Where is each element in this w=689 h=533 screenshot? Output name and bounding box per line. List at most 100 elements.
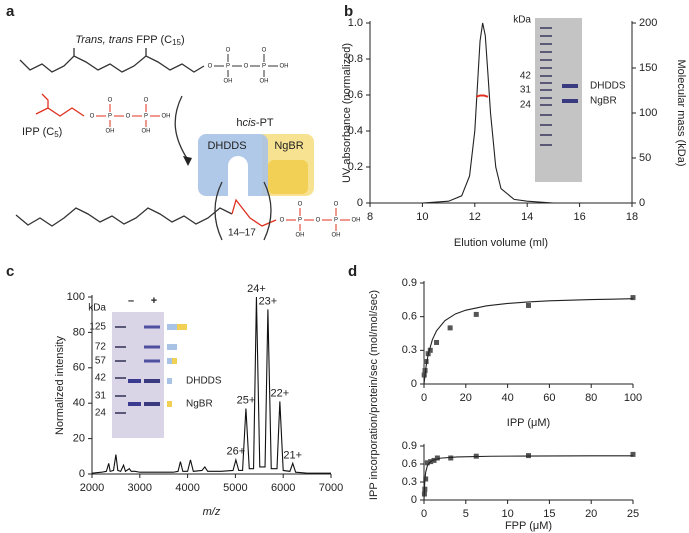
data-point: [423, 359, 429, 365]
label-part: cis: [242, 117, 256, 129]
ladder-band: [540, 144, 552, 146]
label-part: -PT: [256, 117, 274, 129]
repeat-label: 14–17: [228, 228, 256, 239]
atom-label: OH: [260, 79, 269, 85]
diagram: Trans, trans FPP (C15) IPP (C5) hcis-PT …: [15, 34, 314, 241]
dhdds-shape: [198, 134, 268, 196]
ladder-band: [115, 412, 126, 414]
gel-unit: kDa: [513, 15, 531, 26]
diphosphate: O P O OH O P O OH OH: [90, 98, 171, 135]
data-point: [427, 347, 433, 353]
atom-label: O: [144, 98, 149, 104]
x-tick-label: 5: [463, 508, 469, 520]
x-tick-label: 6000: [271, 482, 295, 494]
x-tick-label: 2000: [80, 482, 104, 494]
atom-label: O: [244, 64, 249, 70]
atom-label: O: [126, 114, 131, 120]
y-tick-label: 60: [73, 362, 85, 374]
y2-axis-label: Molecular mass (kDa): [675, 60, 687, 167]
band-label: NgBR: [186, 399, 213, 410]
y-tick-label: 0: [357, 197, 363, 209]
sample-band: [144, 325, 160, 329]
x-tick-label: 25: [627, 508, 639, 520]
x-tick-label: 10: [501, 508, 513, 520]
y-tick-label: 0: [411, 494, 417, 506]
x-tick-label: 14: [521, 211, 533, 223]
label-part: 15: [172, 38, 181, 47]
subunit-icon: [167, 358, 172, 364]
label-part: Trans, trans: [75, 34, 133, 46]
ladder-band: [540, 35, 552, 37]
atom-label: O: [90, 114, 95, 120]
data-point: [421, 372, 427, 378]
ladder-band: [540, 75, 552, 77]
gel: [112, 312, 164, 438]
label-part: ): [59, 126, 63, 138]
atom-label: O: [262, 48, 267, 54]
subunit-label: DHDDS: [207, 140, 246, 152]
data-point: [434, 455, 440, 461]
y-tick-label: 0.2: [348, 161, 363, 173]
data-point: [447, 325, 453, 331]
subunit-icon: [167, 378, 172, 384]
sample-band: [128, 402, 141, 406]
diphosphate: O P O OH O P O OH OH: [208, 48, 289, 85]
label-part: 5: [54, 130, 59, 139]
data-line: [91, 296, 331, 474]
bracket: [263, 181, 272, 241]
data-point: [434, 339, 440, 345]
sample-band: [144, 402, 160, 406]
y-tick-label: 100: [67, 291, 85, 303]
atom-label: OH: [332, 233, 341, 239]
atom-label: OH: [296, 233, 305, 239]
subunit-icon: [167, 401, 172, 407]
x-tick-label: 20: [585, 508, 597, 520]
fpp-label: Trans, trans FPP (C15): [75, 34, 184, 47]
sample-band: [562, 99, 578, 103]
x-axis-label: m/z: [203, 506, 221, 518]
panel-letter: d: [348, 263, 357, 280]
band-label: DHDDS: [186, 376, 222, 387]
label-part: IPP (C: [22, 126, 54, 138]
y2-tick-label: 200: [639, 17, 657, 29]
x-tick-label: 8: [367, 211, 373, 223]
marker-label: 24: [95, 408, 107, 419]
marker-label: 72: [95, 342, 107, 353]
atom-label: O: [316, 218, 321, 224]
data-point: [473, 311, 479, 317]
atom-label: OH: [352, 218, 361, 224]
reaction-arrow: [174, 95, 189, 161]
ipp-branch: [35, 107, 49, 115]
atom-label: O: [208, 64, 213, 70]
y-tick-label: 0.3: [402, 344, 417, 356]
marker-label: 57: [95, 356, 107, 367]
ladder-band: [540, 89, 552, 91]
arrow-head: [183, 156, 192, 166]
ladder-band: [540, 43, 552, 45]
subunit-icon: [167, 324, 172, 330]
y-tick-label: 0.3: [402, 476, 417, 488]
y-tick-label: 20: [73, 433, 85, 445]
subunit-icon: [177, 324, 182, 330]
subunit-icon: [172, 344, 177, 350]
ladder-band: [540, 124, 552, 126]
data-point: [448, 455, 454, 461]
marker-label: 24: [520, 100, 532, 111]
data-line: [423, 298, 634, 385]
ladder-band: [540, 82, 552, 84]
ladder-band: [540, 97, 552, 99]
atom-label: O: [108, 98, 113, 104]
marker-label: 42: [95, 373, 107, 384]
y2-tick-label: 100: [639, 107, 657, 119]
atom-label: P: [226, 64, 230, 70]
ladder-band: [115, 326, 126, 328]
ladder-band: [540, 134, 552, 136]
sample-band: [144, 359, 160, 363]
peak-label: 24+: [247, 283, 266, 295]
subunit-icon: [172, 358, 177, 364]
atom-label: O: [298, 202, 303, 208]
y-tick-label: 0.9: [402, 440, 417, 452]
ladder-band: [540, 114, 552, 116]
data-point: [424, 460, 430, 466]
ladder-band: [540, 104, 552, 106]
